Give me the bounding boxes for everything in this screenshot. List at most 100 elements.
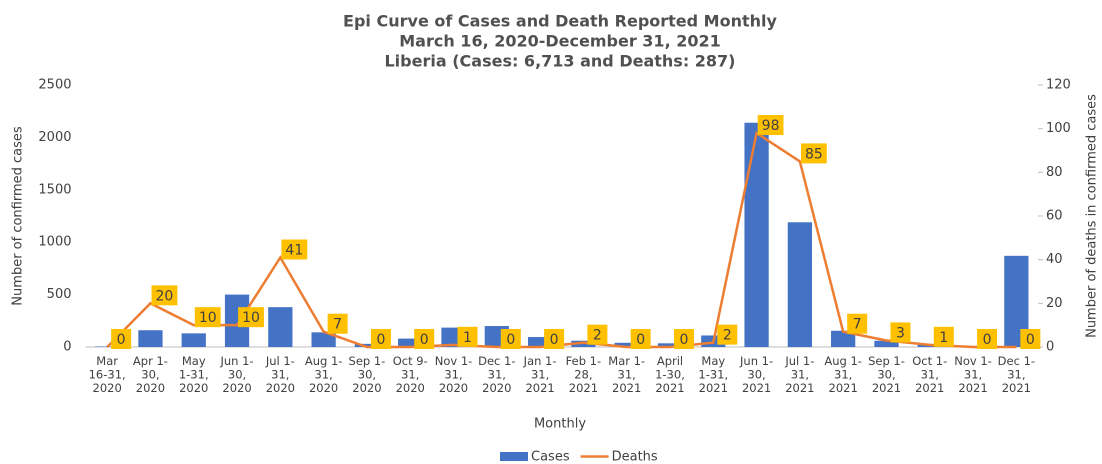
data-label: 0 (506, 332, 515, 348)
x-tick-label: Mar 16-31, 2020 (89, 354, 126, 395)
data-label: 0 (117, 332, 126, 348)
data-label-box (630, 329, 651, 349)
y2-tick-label: 40 (1046, 252, 1063, 267)
y-tick-label: 2000 (38, 130, 71, 145)
x-tick-label: Sep 1-30, 2021 (868, 354, 905, 395)
data-label: 7 (333, 317, 342, 333)
data-label: 2 (723, 328, 732, 344)
x-tick-label: May 1-31, 2021 (698, 354, 728, 395)
y2-tick-label: 0 (1046, 340, 1054, 355)
data-label-box (890, 322, 911, 343)
data-label-box (151, 285, 178, 306)
x-tick-label: Oct 1-31, 2021 (912, 354, 947, 395)
data-label: 0 (550, 332, 559, 348)
data-label-box (327, 313, 348, 334)
x-tick-label: April 1-30, 2021 (655, 354, 685, 395)
y2-tick-label: 60 (1046, 209, 1063, 224)
data-label: 85 (805, 146, 823, 162)
y2-axis-title: Number of deaths in confirmed cases (1085, 94, 1100, 338)
data-label-box (717, 324, 738, 345)
data-label: 98 (762, 118, 780, 134)
y-tick-label: 1500 (38, 182, 71, 197)
data-label: 3 (896, 325, 905, 341)
data-label: 7 (853, 317, 862, 333)
data-label-box (757, 115, 784, 136)
x-axis-title: Monthly (534, 417, 586, 432)
data-label-box (111, 329, 132, 349)
bar (787, 222, 812, 347)
data-label-box (800, 143, 827, 164)
data-label-box (370, 329, 391, 349)
x-tick-label: Oct 9-31, 2020 (393, 354, 428, 395)
data-label: 41 (285, 242, 303, 258)
data-label: 20 (156, 288, 174, 304)
bar (614, 342, 639, 347)
data-label-box (457, 326, 478, 347)
data-label-box (544, 329, 565, 349)
x-tick-label: Jul 1-31, 2020 (265, 354, 295, 395)
bar (268, 307, 293, 347)
bar (398, 338, 423, 347)
chart-title: March 16, 2020-December 31, 2021 (399, 32, 721, 51)
y2-tick-label: 120 (1046, 78, 1071, 93)
y-axis-title: Number of confirmed cases (11, 126, 26, 306)
bar (527, 337, 553, 347)
y2-tick-label: 100 (1046, 121, 1071, 136)
x-tick-label: Dec 1-31, 2021 (998, 354, 1035, 395)
data-label-box (933, 326, 954, 347)
bar (831, 330, 856, 347)
x-tick-label: Jan 1-31, 2021 (523, 354, 557, 395)
bar (181, 333, 206, 347)
x-tick-label: May 1-31, 2020 (179, 354, 209, 395)
data-label: 0 (376, 332, 385, 348)
data-label-box (281, 239, 308, 260)
legend-swatch (500, 452, 528, 461)
x-tick-label: Feb 1-28, 2021 (566, 354, 601, 395)
data-label: 0 (1026, 332, 1035, 348)
x-tick-label: Nov 1-31, 2020 (435, 354, 473, 395)
y2-tick-label: 80 (1046, 165, 1063, 180)
data-label-box (1020, 329, 1041, 349)
x-tick-label: Aug 1-31, 2020 (305, 354, 343, 395)
bar (311, 332, 336, 347)
y2-tick-label: 20 (1046, 296, 1063, 311)
data-label: 0 (983, 332, 992, 348)
data-label-box (673, 329, 694, 349)
data-label-box (587, 324, 608, 345)
x-tick-label: Apr 1-30, 2020 (133, 354, 168, 395)
chart-title: Liberia (Cases: 6,713 and Deaths: 287) (384, 52, 735, 71)
data-label: 1 (463, 330, 472, 346)
data-label: 1 (939, 330, 948, 346)
data-label-box (238, 307, 264, 328)
chart-title: Epi Curve of Cases and Death Reported Mo… (343, 12, 777, 31)
data-label: 0 (420, 332, 429, 348)
x-tick-label: Sep 1-30, 2020 (349, 354, 386, 395)
data-label: 0 (636, 332, 645, 348)
bar (354, 343, 380, 347)
data-label: 2 (593, 328, 602, 344)
x-tick-label: Dec 1-31, 2020 (478, 354, 515, 395)
data-label-box (847, 313, 868, 334)
bar (744, 122, 769, 347)
x-tick-label: Nov 1-31, 2021 (954, 354, 992, 395)
y-tick-label: 500 (47, 287, 72, 302)
y-tick-label: 0 (63, 340, 71, 355)
bar (874, 340, 899, 347)
legend-label: Deaths (612, 450, 658, 464)
data-label-box (977, 329, 998, 349)
y-tick-label: 2500 (38, 78, 71, 93)
data-label: 10 (242, 310, 260, 326)
bar (138, 330, 163, 347)
data-label-box (500, 329, 521, 349)
data-label-box (194, 307, 221, 328)
y-tick-label: 1000 (38, 235, 71, 250)
x-tick-label: Aug 1-31, 2021 (824, 354, 862, 395)
x-tick-label: Jun 1-30, 2021 (739, 354, 773, 395)
x-tick-label: Jul 1-31, 2021 (784, 354, 814, 395)
data-label-box (414, 329, 435, 349)
legend-label: Cases (531, 450, 570, 464)
x-tick-label: Mar 1-31, 2021 (608, 354, 645, 395)
x-tick-label: Jun 1-30, 2020 (219, 354, 253, 395)
data-label: 0 (680, 332, 689, 348)
